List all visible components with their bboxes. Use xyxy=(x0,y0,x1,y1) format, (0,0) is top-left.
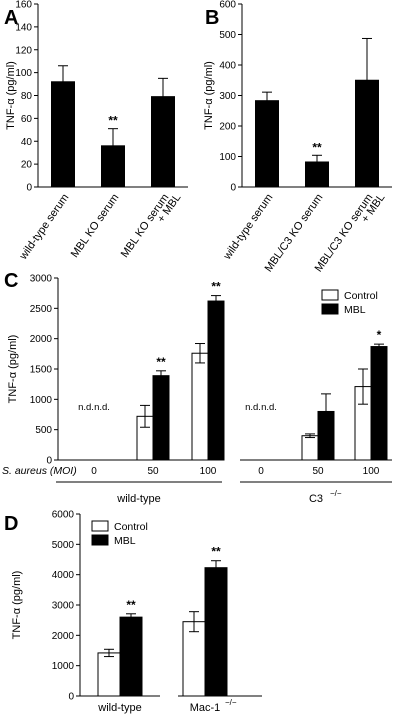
panel-c-legend-label: Control xyxy=(344,290,378,302)
panel-c-not-detected: n.d. xyxy=(78,402,94,413)
panel-b-y-tick-label: 100 xyxy=(219,152,236,163)
panel-c-not-detected: n.d. xyxy=(261,402,277,413)
panel-c-y-tick-label: 0 xyxy=(46,456,52,467)
panel-b-y-axis-label: TNF-α (pg/ml) xyxy=(203,61,215,130)
panel-a-category-label: MBL KO serum xyxy=(119,192,172,260)
panel-c-group-label: C3 xyxy=(309,493,323,505)
panel-c-y-tick-label: 500 xyxy=(35,425,52,436)
panel-d-category-label: wild-type xyxy=(97,702,141,714)
panel-c-y-tick-label: 1500 xyxy=(30,365,53,376)
panel-c-bar-mbl xyxy=(370,346,388,461)
panel-a-y-tick-label: 160 xyxy=(15,0,32,11)
panel-d-legend-swatch xyxy=(91,534,109,546)
panel-a-y-axis-label: TNF-α (pg/ml) xyxy=(5,61,17,130)
panel-b-y-tick-label: 0 xyxy=(230,183,236,194)
panel-a-significance: ** xyxy=(108,114,118,128)
panel-c-significance: ** xyxy=(211,280,221,294)
panel-a-y-tick-label: 140 xyxy=(15,22,32,33)
panel-c-not-detected: n.d. xyxy=(245,402,261,413)
panel-a-y-tick-label: 80 xyxy=(21,91,33,102)
panel-a-y-tick-label: 0 xyxy=(26,183,32,194)
panel-d-y-axis-label: TNF-α (pg/ml) xyxy=(11,571,23,640)
panel-d-category-superscript: −/− xyxy=(225,698,237,707)
panel-c-legend-label: MBL xyxy=(344,304,366,316)
panel-c-legend-swatch xyxy=(321,289,339,301)
panel-a-y-tick-label: 100 xyxy=(15,68,32,79)
panel-c-category-label: 100 xyxy=(200,466,217,477)
panel-b-y-tick-label: 300 xyxy=(219,91,236,102)
panel-d-bar-mbl xyxy=(119,616,143,697)
panel-b-y-tick-label: 400 xyxy=(219,61,236,72)
panel-c-category-label: 0 xyxy=(258,466,264,477)
panel-b-category-label: MBL/C3 KO serum xyxy=(313,192,376,275)
panel-a-y-tick-label: 60 xyxy=(21,114,33,125)
panel-c-significance: ** xyxy=(156,355,166,369)
panel-b-y-tick-label: 200 xyxy=(219,122,236,133)
panel-c-y-tick-label: 3000 xyxy=(30,274,53,285)
panel-a-y-tick-label: 20 xyxy=(21,160,33,171)
panel-c-not-detected: n.d. xyxy=(94,402,110,413)
panel-c-y-tick-label: 2000 xyxy=(30,334,53,345)
panel-b-y-tick-label: 600 xyxy=(219,0,236,11)
panel-a-category-label: wild-type serum xyxy=(17,192,72,263)
panel-a-letter: A xyxy=(4,7,18,29)
panel-c-category-label: 50 xyxy=(312,466,324,477)
panel-c-y-axis-label: TNF-α (pg/ml) xyxy=(7,335,19,404)
panel-d-y-tick-label: 5000 xyxy=(52,540,75,551)
panel-c-letter: C xyxy=(4,270,18,292)
panel-c-y-tick-label: 1000 xyxy=(30,395,53,406)
panel-c-significance: * xyxy=(377,328,382,342)
panel-b-significance: ** xyxy=(312,140,322,154)
panel-d-y-tick-label: 3000 xyxy=(52,601,75,612)
panel-b-letter: B xyxy=(205,7,219,29)
panel-d-bar-mbl xyxy=(204,567,228,697)
panel-c-y-tick-label: 2500 xyxy=(30,304,53,315)
panel-c-bar-control xyxy=(191,352,209,461)
panel-d-legend-label: Control xyxy=(114,521,148,533)
panel-c-group-superscript: −/− xyxy=(330,489,342,498)
panel-d-significance: ** xyxy=(211,545,221,559)
panel-d-significance: ** xyxy=(126,598,136,612)
panel-c-bar-mbl xyxy=(152,375,170,461)
panel-d-bar-control xyxy=(97,652,121,697)
panel-c-bar-mbl xyxy=(207,300,225,461)
panel-c-bar-control xyxy=(301,435,319,461)
panel-d-y-tick-label: 2000 xyxy=(52,631,75,642)
panel-c-category-label: 100 xyxy=(363,466,380,477)
panel-d-y-tick-label: 6000 xyxy=(52,510,75,521)
panel-d-bar-control xyxy=(182,621,206,697)
panel-b-bar xyxy=(255,100,279,188)
panel-c-legend-swatch xyxy=(321,303,339,315)
panel-b-category-label: wild-type serum xyxy=(221,192,276,263)
panel-c-x-prefix: S. aureus (MOI) xyxy=(2,465,77,477)
panel-d-legend-label: MBL xyxy=(114,535,136,547)
panel-a-category-label: MBL KO serum xyxy=(69,192,122,260)
panel-d-y-tick-label: 1000 xyxy=(52,661,75,672)
panel-d-category-label: Mac-1 xyxy=(190,702,221,714)
panel-b-y-tick-label: 500 xyxy=(219,30,236,41)
panel-c-group-label: wild-type xyxy=(116,493,160,505)
panel-d-legend-swatch xyxy=(91,520,109,532)
panel-d-letter: D xyxy=(4,513,18,535)
panel-c-category-label: 0 xyxy=(91,466,97,477)
panel-d-y-tick-label: 4000 xyxy=(52,570,75,581)
panel-c-category-label: 50 xyxy=(147,466,159,477)
panel-d-y-tick-label: 0 xyxy=(68,692,74,703)
panel-a-y-tick-label: 120 xyxy=(15,45,32,56)
panel-a-y-tick-label: 40 xyxy=(21,137,33,148)
